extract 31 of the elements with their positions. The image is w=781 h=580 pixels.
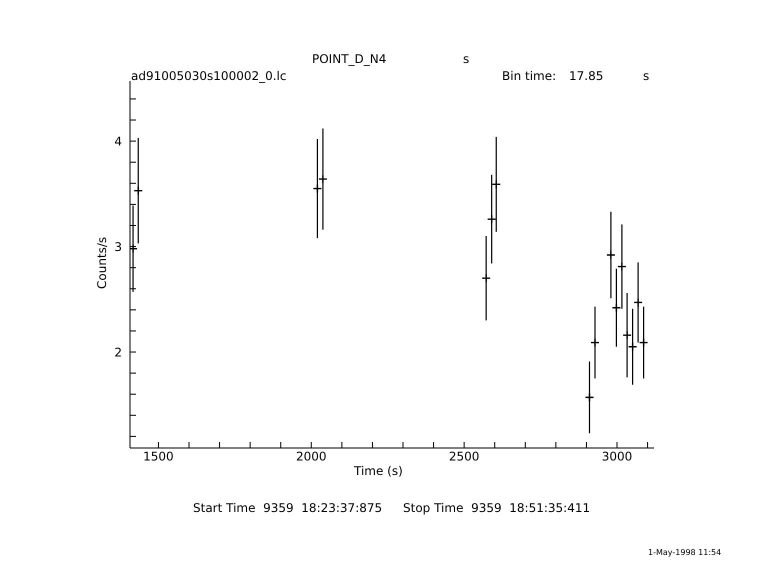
point bbox=[492, 180, 501, 190]
annotation: s bbox=[643, 69, 650, 83]
text: s bbox=[463, 52, 470, 66]
annotation: ad91005030s100002_0.lc bbox=[131, 69, 286, 83]
point bbox=[584, 392, 594, 402]
x-tick-label: 2500 bbox=[448, 450, 480, 464]
y-tick-label: 3 bbox=[114, 240, 122, 254]
annotation: 17.85 bbox=[569, 69, 604, 83]
point bbox=[612, 303, 622, 312]
x-tick-label: 3000 bbox=[602, 450, 632, 464]
x-axis-title: Time (s) bbox=[354, 464, 403, 478]
point bbox=[633, 298, 643, 308]
x-tick-label: 1500 bbox=[143, 450, 174, 464]
text: Stop Time 9359 18:51:35:411 bbox=[403, 501, 590, 515]
point bbox=[481, 274, 491, 283]
point bbox=[628, 342, 638, 352]
chart-title: POINT_D_N4 bbox=[312, 52, 386, 66]
x-tick-label: 2000 bbox=[296, 450, 327, 464]
point bbox=[318, 174, 328, 184]
text: 1-May-1998 11:54 bbox=[648, 548, 722, 557]
y-tick-label: 2 bbox=[114, 345, 122, 360]
point bbox=[622, 330, 632, 340]
point bbox=[486, 214, 496, 224]
point bbox=[590, 338, 600, 348]
y-axis-title: Counts/s bbox=[95, 236, 109, 289]
point bbox=[606, 250, 616, 260]
point bbox=[134, 186, 143, 196]
y-tick-label: 4 bbox=[114, 134, 122, 148]
text: Start Time 9359 18:23:37:875 bbox=[193, 501, 382, 515]
point bbox=[312, 184, 322, 194]
annotation: Bin time: bbox=[502, 69, 556, 83]
